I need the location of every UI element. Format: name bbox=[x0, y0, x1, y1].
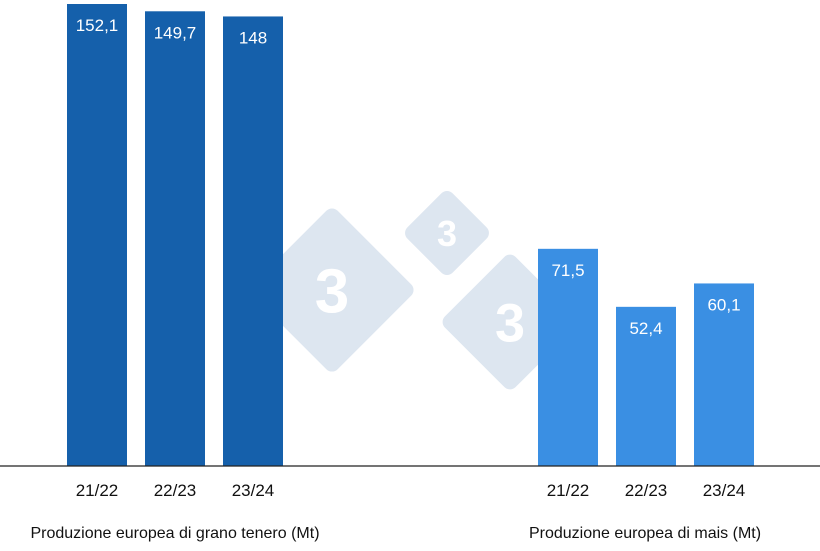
x-tick-label: 22/23 bbox=[625, 481, 668, 500]
bar-value-label: 52,4 bbox=[629, 319, 662, 338]
x-tick-label: 23/24 bbox=[232, 481, 275, 500]
x-tick-label: 21/22 bbox=[76, 481, 119, 500]
bar-grano-23-24 bbox=[223, 16, 283, 467]
bar-grano-21-22 bbox=[67, 4, 127, 466]
labels-layer: 152,1 21/22 149,7 22/23 148 23/24 Produzione e… bbox=[30, 16, 761, 542]
watermark-digit: 3 bbox=[495, 293, 525, 353]
bar-value-label: 152,1 bbox=[76, 16, 119, 35]
bars-layer bbox=[67, 4, 754, 467]
bar-mais-23-24 bbox=[694, 283, 754, 466]
group-title: Produzione europea di grano tenero (Mt) bbox=[30, 525, 319, 542]
watermark-digit: 3 bbox=[437, 213, 457, 254]
bar-mais-22-23 bbox=[616, 306, 676, 466]
bar-value-label: 149,7 bbox=[154, 23, 197, 42]
watermark-diamond-1: 3 bbox=[250, 208, 414, 372]
watermark-diamond-2: 3 bbox=[405, 191, 489, 275]
bar-value-label: 60,1 bbox=[707, 295, 740, 314]
bar-value-label: 148 bbox=[239, 28, 267, 47]
watermark-logo-icon: 333 bbox=[250, 191, 578, 390]
bar-grano-22-23 bbox=[145, 11, 205, 466]
bar-value-label: 71,5 bbox=[551, 261, 584, 280]
x-tick-label: 22/23 bbox=[154, 481, 197, 500]
bar-mais-21-22 bbox=[538, 248, 598, 466]
x-tick-label: 21/22 bbox=[547, 481, 590, 500]
group-title: Produzione europea di mais (Mt) bbox=[529, 525, 761, 542]
x-tick-label: 23/24 bbox=[703, 481, 746, 500]
watermark-digit: 3 bbox=[315, 257, 349, 326]
